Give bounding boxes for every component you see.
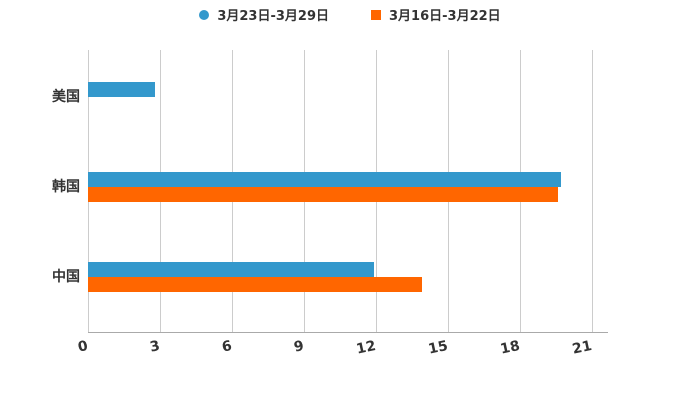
x-tick-label: 0	[76, 338, 90, 356]
bar-中国-series-0[interactable]	[88, 262, 374, 277]
x-tick-label: 6	[220, 338, 234, 356]
bar-韩国-series-1[interactable]	[88, 187, 558, 202]
category-label-2: 中国	[52, 269, 80, 285]
legend-label: 3月16日-3月22日	[389, 9, 501, 24]
x-tick-label: 9	[292, 338, 306, 356]
x-tick-label: 21	[570, 338, 594, 358]
bar-中国-series-1[interactable]	[88, 277, 422, 292]
gridline-x-21	[592, 50, 593, 332]
legend-square-icon	[371, 9, 381, 20]
x-tick-label: 18	[498, 338, 522, 358]
legend-label: 3月23日-3月29日	[217, 9, 329, 24]
legend-item-0[interactable]: 3月23日-3月29日	[199, 5, 329, 24]
bar-韩国-series-0[interactable]	[88, 172, 561, 187]
x-axis-line	[88, 332, 608, 333]
bar-美国-series-0[interactable]	[88, 82, 155, 97]
category-label-0: 美国	[52, 89, 80, 105]
x-tick-label: 12	[354, 338, 378, 358]
legend: 3月23日-3月29日 3月16日-3月22日	[0, 5, 700, 24]
x-tick-label: 3	[148, 338, 162, 356]
x-tick-label: 15	[426, 338, 450, 358]
legend-circle-icon	[199, 9, 210, 20]
legend-item-1[interactable]: 3月16日-3月22日	[371, 5, 501, 24]
plot-area	[88, 50, 593, 332]
category-label-1: 韩国	[52, 179, 80, 195]
